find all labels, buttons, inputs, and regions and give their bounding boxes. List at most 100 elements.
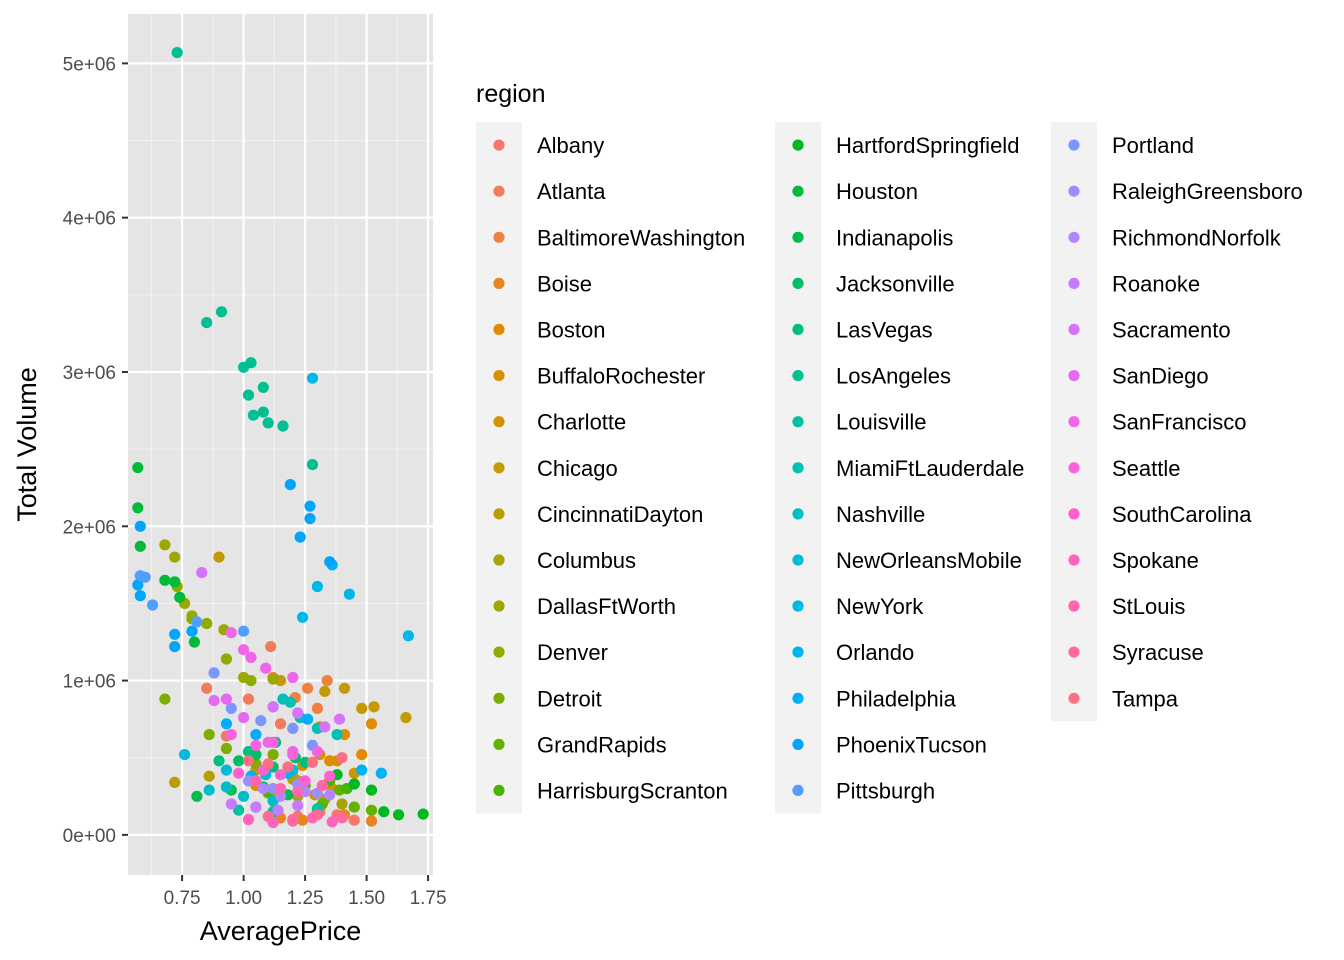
- axes: 0.75 1.00 1.25 1.50 1.75 0e+00 1e+06 2e+06 3e+06…: [63, 54, 447, 909]
- legend-label: Pittsburgh: [836, 778, 935, 803]
- data-point: [304, 513, 316, 525]
- legend-label: HartfordSpringfield: [836, 133, 1019, 158]
- data-point: [132, 502, 144, 514]
- legend-key: [1068, 554, 1080, 566]
- x-tick-label: 1.25: [287, 888, 324, 909]
- data-point: [169, 576, 181, 588]
- legend-key: [792, 139, 804, 151]
- legend-label: BaltimoreWashington: [537, 225, 745, 250]
- data-point: [297, 611, 309, 623]
- legend-label: Denver: [537, 640, 608, 665]
- legend-label: GrandRapids: [537, 732, 667, 757]
- x-tick-label: 1.75: [410, 888, 447, 909]
- data-point: [402, 630, 414, 642]
- y-tick-label: 3e+06: [63, 363, 116, 384]
- y-axis-title: Total Volume: [12, 367, 42, 522]
- y-tick-label: 4e+06: [63, 209, 116, 230]
- legend-key: [493, 738, 505, 751]
- data-point: [267, 701, 279, 713]
- data-point: [159, 574, 171, 586]
- legend-key: [493, 416, 505, 428]
- data-point: [186, 625, 198, 637]
- legend-label: Spokane: [1112, 548, 1199, 573]
- data-point: [233, 755, 245, 767]
- x-tick-label: 0.75: [164, 888, 201, 909]
- legend-key: [1068, 416, 1080, 428]
- data-point: [132, 462, 144, 474]
- data-point: [292, 800, 304, 812]
- legend-key: [792, 784, 804, 797]
- legend-key: [792, 185, 804, 197]
- data-point: [272, 804, 284, 816]
- data-point: [220, 693, 232, 705]
- legend-label: Jacksonville: [836, 271, 955, 296]
- data-point: [238, 644, 250, 656]
- data-point: [245, 651, 257, 664]
- data-point: [260, 662, 272, 674]
- data-point: [324, 789, 336, 801]
- data-point: [225, 627, 237, 639]
- data-point: [225, 702, 237, 715]
- data-point: [267, 673, 279, 685]
- data-point: [220, 718, 232, 730]
- data-point: [333, 713, 346, 725]
- legend-key: [1068, 231, 1080, 243]
- data-point: [262, 417, 274, 429]
- legend-label: BuffaloRochester: [537, 364, 705, 389]
- data-point: [169, 628, 181, 640]
- legend-key: [493, 185, 505, 197]
- legend-key: [493, 370, 505, 382]
- data-point: [213, 551, 225, 563]
- legend-key: [493, 554, 505, 566]
- data-point: [356, 702, 368, 715]
- legend-key: [1068, 323, 1080, 335]
- legend-label: NewOrleansMobile: [836, 548, 1022, 573]
- data-point: [287, 749, 299, 761]
- data-point: [147, 599, 159, 611]
- data-point: [365, 804, 378, 816]
- data-point: [208, 667, 220, 679]
- legend-title: region: [476, 80, 546, 108]
- data-point: [201, 682, 213, 694]
- data-point: [348, 801, 360, 813]
- legend-label: Atlanta: [537, 179, 606, 204]
- legend-label: Orlando: [836, 640, 914, 665]
- data-point: [134, 590, 146, 602]
- legend-label: Boise: [537, 271, 592, 296]
- data-point: [284, 696, 296, 708]
- legend-key: [493, 323, 505, 335]
- data-point: [220, 653, 232, 665]
- data-point: [302, 682, 314, 694]
- data-point: [188, 636, 200, 648]
- data-point: [274, 718, 287, 730]
- legend-label: LosAngeles: [836, 364, 951, 389]
- data-point: [134, 520, 146, 532]
- legend-label: Columbus: [537, 548, 636, 573]
- legend-key: [493, 784, 505, 797]
- legend-label: SanFrancisco: [1112, 410, 1247, 435]
- data-point: [294, 531, 306, 543]
- data-point: [179, 749, 191, 761]
- y-tick-label: 0e+00: [63, 826, 116, 847]
- data-point: [238, 712, 250, 724]
- data-point: [255, 715, 267, 727]
- legend-label: Syracuse: [1112, 640, 1204, 665]
- data-point: [393, 809, 405, 821]
- data-point: [233, 767, 245, 779]
- legend-label: Charlotte: [537, 410, 626, 435]
- legend-key: [792, 416, 804, 428]
- data-point: [233, 804, 245, 816]
- legend-label: SanDiego: [1112, 364, 1209, 389]
- data-point: [201, 617, 213, 630]
- data-point: [196, 567, 208, 579]
- plot-panel: [128, 14, 433, 875]
- data-point: [326, 816, 338, 828]
- data-point: [238, 625, 250, 637]
- data-point: [336, 798, 348, 810]
- data-point: [324, 770, 336, 782]
- data-point: [331, 729, 343, 741]
- x-tick-label: 1.50: [348, 888, 385, 909]
- data-point: [417, 808, 429, 820]
- y-tick-label: 1e+06: [63, 672, 116, 693]
- legend-label: Tampa: [1112, 686, 1179, 711]
